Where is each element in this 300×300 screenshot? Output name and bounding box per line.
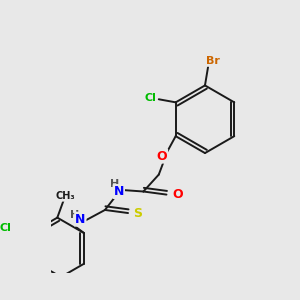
Text: S: S	[133, 206, 142, 220]
Text: O: O	[157, 150, 167, 163]
Text: O: O	[172, 188, 182, 201]
Text: Cl: Cl	[144, 93, 156, 103]
Text: Br: Br	[206, 56, 220, 66]
Text: N: N	[75, 213, 85, 226]
Text: N: N	[114, 185, 124, 198]
Text: H: H	[110, 179, 120, 189]
Text: CH₃: CH₃	[55, 191, 75, 201]
Text: H: H	[70, 210, 79, 220]
Text: Cl: Cl	[0, 224, 11, 233]
